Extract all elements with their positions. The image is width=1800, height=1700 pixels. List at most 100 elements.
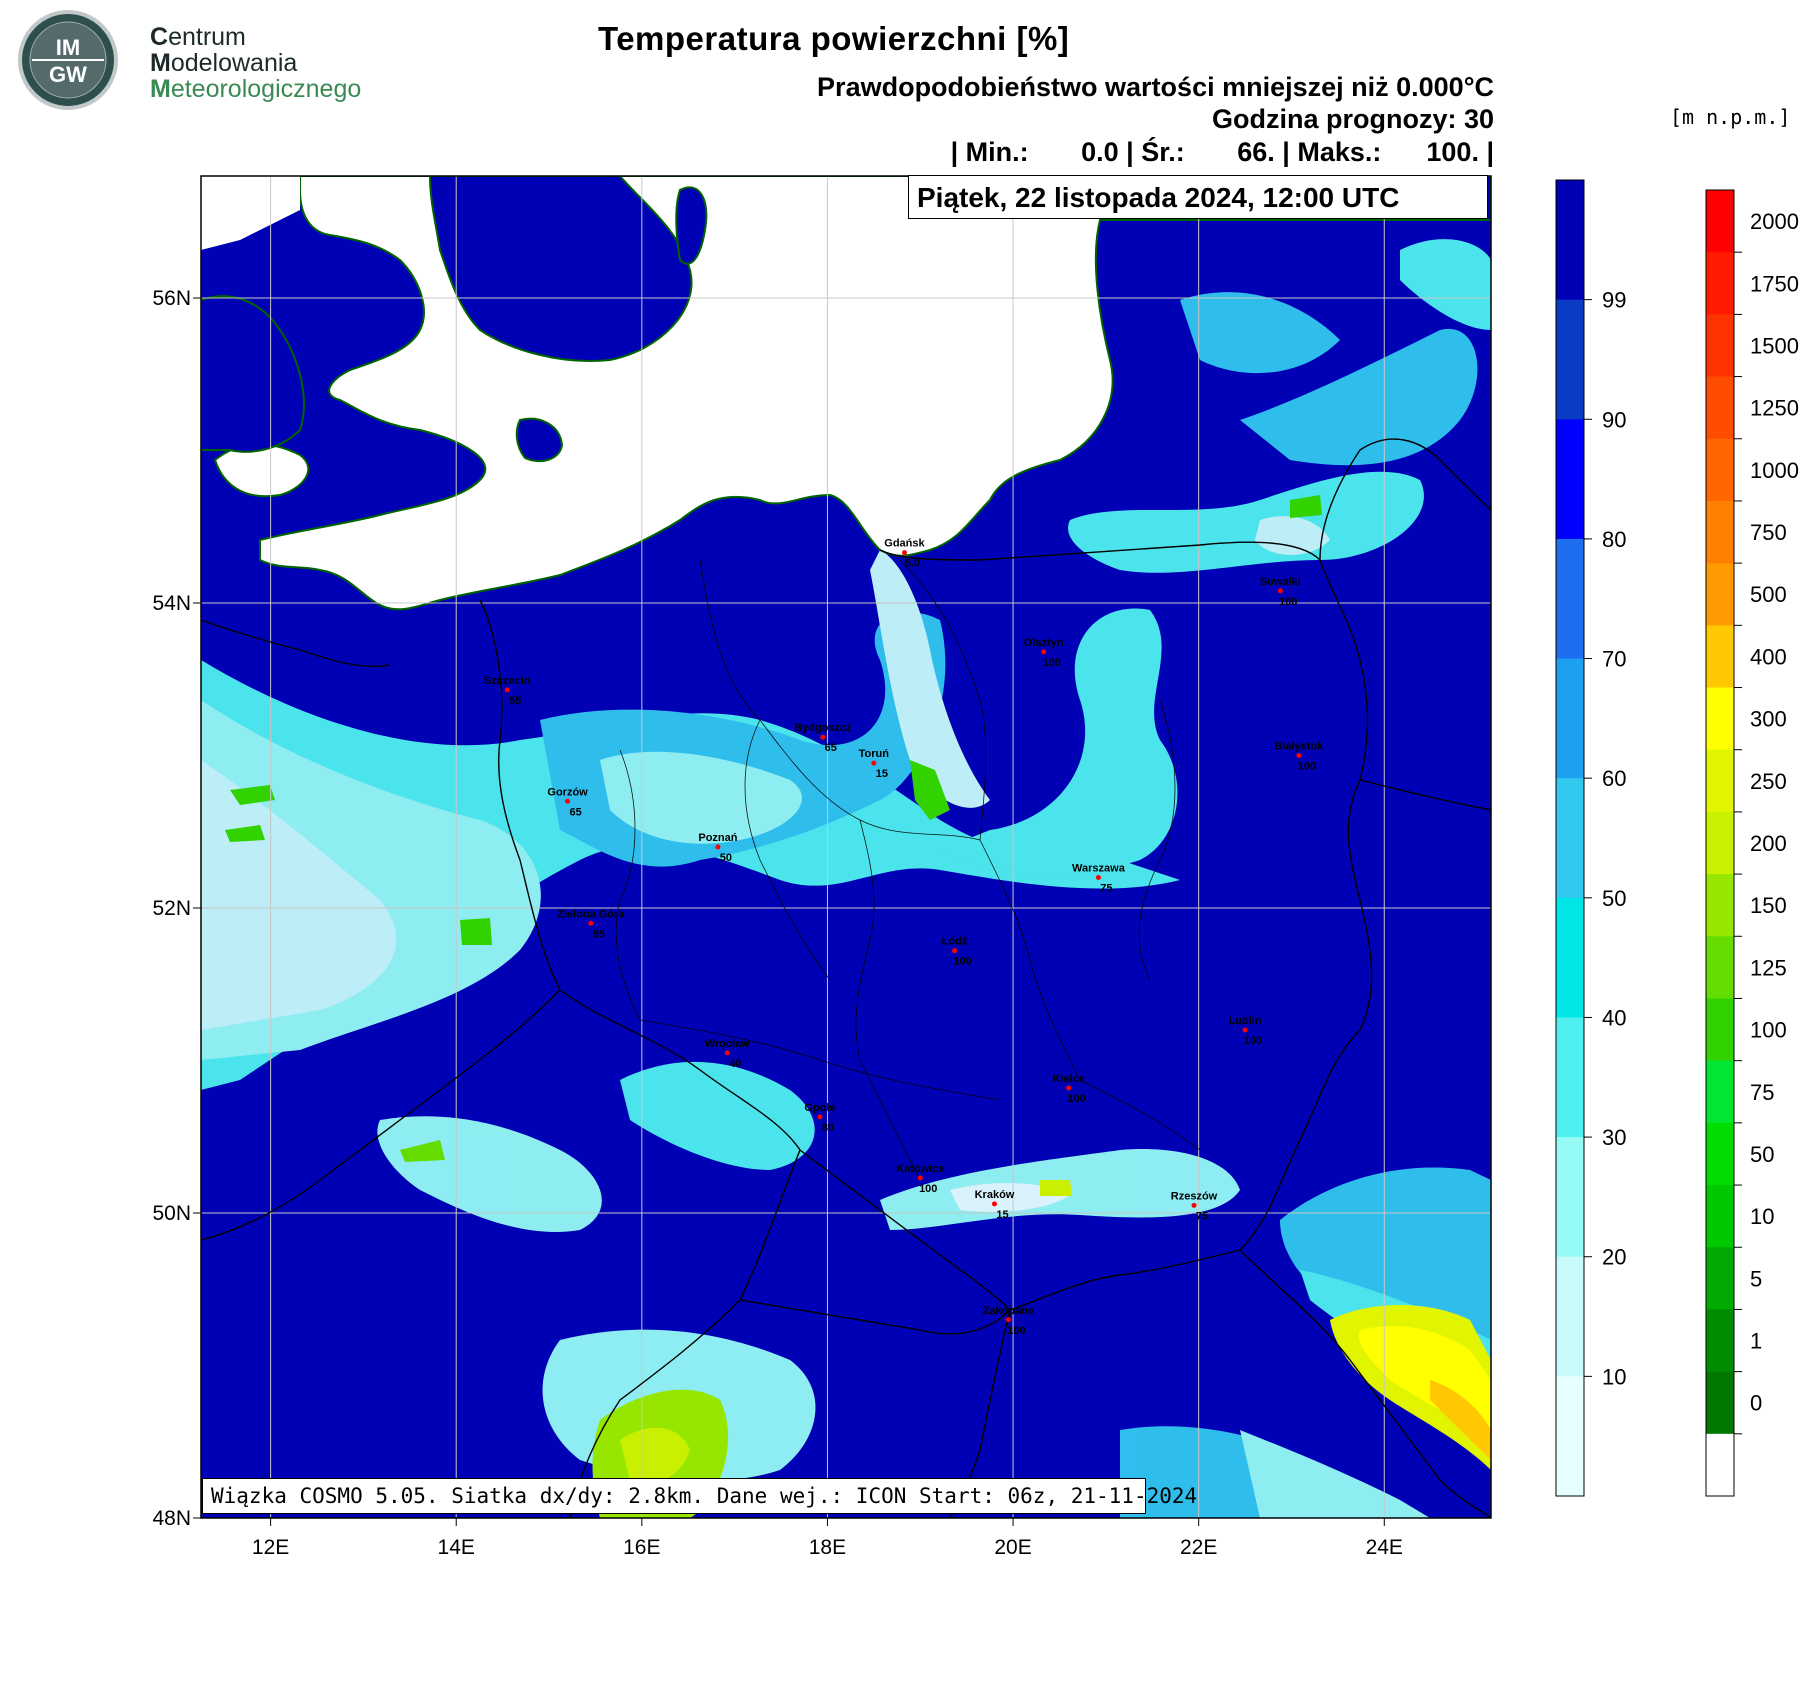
city-name: Katowice xyxy=(896,1163,944,1175)
city-marker: Poznań 50 xyxy=(698,832,737,864)
city-dot xyxy=(952,948,958,954)
city-dot xyxy=(588,920,594,926)
colorbar-frame xyxy=(1555,179,1585,1497)
city-marker: Szczecin 55 xyxy=(484,675,531,707)
lon-tick-label: 22E xyxy=(1180,1536,1217,1559)
city-value: 100 xyxy=(919,1183,937,1195)
city-value: 100 xyxy=(1244,1035,1262,1047)
city-value: 80 xyxy=(822,1122,834,1134)
colorbar-label: 60 xyxy=(1602,766,1626,791)
elevation-segment xyxy=(1706,1433,1734,1497)
city-marker: Kielce 100 xyxy=(1053,1073,1086,1105)
elevation-segment xyxy=(1706,936,1734,999)
colorbar-segment xyxy=(1556,658,1584,779)
city-value: 55 xyxy=(509,695,521,707)
city-marker: Wrocław 40 xyxy=(705,1038,750,1070)
map-subtitle: Prawdopodobieństwo wartości mniejszej ni… xyxy=(817,72,1494,102)
elevation-colorbar: 2000175015001250100075050040030025020015… xyxy=(1705,189,1799,1497)
city-value: 15 xyxy=(876,768,888,780)
elevation-label: 200 xyxy=(1750,831,1787,856)
land-sweden-west xyxy=(201,295,305,453)
city-marker: Opole 80 xyxy=(804,1102,835,1134)
lat-tick-label: 50N xyxy=(152,1202,191,1225)
city-name: Warszawa xyxy=(1072,863,1126,875)
city-marker: Warszawa 75 xyxy=(1072,863,1126,895)
city-dot xyxy=(1005,1317,1011,1323)
city-dot xyxy=(991,1201,997,1207)
city-name: Poznań xyxy=(698,832,737,844)
city-marker: Zakopane 100 xyxy=(983,1305,1034,1337)
elevation-segment xyxy=(1706,1371,1734,1435)
elevation-segment xyxy=(1706,563,1734,626)
city-value: 75 xyxy=(1100,883,1112,895)
elevation-label: 400 xyxy=(1750,644,1787,669)
elevation-label: 750 xyxy=(1750,520,1787,545)
elevation-segment xyxy=(1706,314,1734,378)
colorbar-label: 40 xyxy=(1602,1005,1626,1030)
city-dot xyxy=(901,550,907,556)
elevation-segment xyxy=(1706,625,1734,689)
elevation-segment xyxy=(1706,1247,1734,1310)
city-name: Rzeszów xyxy=(1171,1190,1218,1202)
city-name: Toruń xyxy=(859,748,890,760)
imgw-logo: Centrum Modelowania Meteorologicznego xyxy=(10,10,382,110)
colorbar-segment xyxy=(1556,1137,1584,1258)
city-dot xyxy=(1277,588,1283,594)
city-dot xyxy=(1296,753,1302,758)
city-marker: Bydgoszcz 65 xyxy=(794,722,852,754)
elevation-segment xyxy=(1706,500,1734,564)
axis-labels: 56N 54N 52N 50N 48N 12E 14E 16E 18E 20E 22E 24E xyxy=(152,287,1402,1559)
elevation-segment xyxy=(1706,1122,1734,1186)
lon-tick-label: 12E xyxy=(252,1536,289,1559)
colorbar-segment xyxy=(1556,897,1584,1018)
lat-tick-label: 56N xyxy=(152,287,191,310)
date-label: Piątek, 22 listopada 2024, 12:00 UTC xyxy=(908,175,1488,219)
logo-badge-top: IM xyxy=(56,35,80,60)
elevation-label: 100 xyxy=(1750,1018,1787,1043)
city-dot xyxy=(1041,649,1047,655)
city-marker: Katowice 100 xyxy=(896,1163,944,1195)
elevation-segment xyxy=(1706,1060,1734,1124)
baltic-sea-west xyxy=(201,176,300,250)
city-name: Wrocław xyxy=(705,1038,750,1050)
elevation-label: 75 xyxy=(1750,1080,1774,1105)
lon-tick-label: 20E xyxy=(994,1536,1031,1559)
elevation-segment xyxy=(1706,811,1734,875)
probability-field xyxy=(201,176,1491,1518)
city-value: 95 xyxy=(593,928,605,940)
city-name: Białystok xyxy=(1274,741,1324,753)
elevation-label: 250 xyxy=(1750,769,1787,794)
lon-tick-label: 18E xyxy=(809,1536,846,1559)
city-marker: Kraków 15 xyxy=(975,1189,1015,1221)
city-dot xyxy=(817,1114,823,1120)
colorbar-segment xyxy=(1556,1256,1584,1377)
lat-tick-label: 54N xyxy=(152,592,191,615)
logo-wordmark: Centrum Modelowania Meteorologicznego xyxy=(150,23,362,103)
city-value: 100 xyxy=(1279,596,1297,608)
city-value: 100 xyxy=(1007,1325,1025,1337)
colorbar-label: 30 xyxy=(1602,1125,1626,1150)
city-name: Zakopane xyxy=(983,1305,1034,1317)
city-value: 40 xyxy=(729,1058,741,1070)
city-marker: Olsztyn 100 xyxy=(1024,637,1064,669)
colorbar-segment xyxy=(1556,1376,1584,1497)
colorbar-label: 70 xyxy=(1602,647,1626,672)
city-name: Zielona Góra xyxy=(557,908,625,920)
forecast-hour: Godzina prognozy: 30 xyxy=(1211,104,1494,134)
colorbar-label: 50 xyxy=(1602,886,1626,911)
colorbar-segment xyxy=(1556,419,1584,540)
city-dot xyxy=(820,734,826,740)
elevation-label: 150 xyxy=(1750,893,1787,918)
colorbar-segment xyxy=(1556,180,1584,301)
elevation-label: 500 xyxy=(1750,582,1787,607)
elevation-label: 1000 xyxy=(1750,458,1799,483)
colorbar-label: 99 xyxy=(1602,288,1626,313)
city-marker: Toruń 15 xyxy=(859,748,890,780)
city-dot xyxy=(917,1175,923,1181)
city-name: Szczecin xyxy=(484,675,531,687)
city-dot xyxy=(565,798,571,804)
city-marker: Suwałki 100 xyxy=(1260,576,1301,608)
regional-borders xyxy=(615,559,1201,1181)
city-marker: Zielona Góra 95 xyxy=(557,908,625,940)
